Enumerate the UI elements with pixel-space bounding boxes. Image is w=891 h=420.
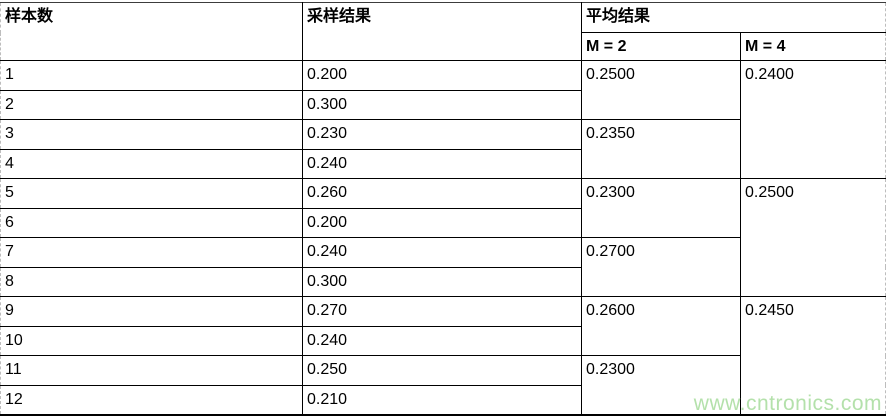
row-number-cell: 6 [0,207,303,238]
header-average-result: 平均结果 [580,2,887,33]
row-number-cell: 3 [0,119,303,150]
table-row: 6 0.200 [0,207,886,238]
m2-average-cell: 0.2350 [581,119,741,179]
sample-value-cell: 0.240 [302,148,582,179]
row-number-cell: 2 [0,89,303,120]
sample-value-cell: 0.300 [302,89,582,120]
sample-value-cell: 0.270 [302,296,582,327]
sample-value-cell: 0.240 [302,325,582,356]
m2-average-cell: 0.2500 [581,60,741,120]
table-row: 5 0.260 0.2300 0.2500 [0,178,887,297]
row-number-cell: 1 [0,60,303,91]
table-row: 12 0.210 [0,384,886,416]
header-m4: M = 4 [739,32,887,61]
sample-value-cell: 0.200 [302,60,582,91]
sample-value-cell: 0.210 [302,384,582,416]
header-m2: M = 2 [581,32,741,61]
sample-value-cell: 0.260 [302,178,582,209]
table-row: 3 0.230 0.2350 [0,119,886,179]
table-row: 1 0.200 0.2500 0.2400 [0,60,887,179]
row-number-cell: 5 [0,178,303,209]
m4-average-cell: 0.2400 [739,60,887,179]
row-number-cell: 9 [0,296,303,327]
m2-average-cell: 0.2600 [581,296,741,356]
m4-average-cell: 0.2450 [739,296,887,416]
row-number-cell: 12 [0,384,303,416]
row-number-cell: 10 [0,325,303,356]
table-row: 2 0.300 [0,89,886,120]
sample-value-cell: 0.300 [302,266,582,297]
row-number-cell: 7 [0,237,303,268]
table-row: 9 0.270 0.2600 0.2450 [0,296,887,416]
table-row: 7 0.240 0.2700 [0,237,886,297]
header-sample-count: 样本数 [0,2,303,61]
row-number-cell: 4 [0,148,303,179]
table-row: 4 0.240 [0,148,886,179]
header-row-main: 样本数 采样结果 平均结果 [0,2,887,61]
table-row: 11 0.250 0.2300 [0,355,886,416]
header-sampling-result: 采样结果 [302,2,582,61]
row-number-cell: 8 [0,266,303,297]
sample-value-cell: 0.230 [302,119,582,150]
m2-average-cell: 0.2300 [581,178,741,238]
m4-average-cell: 0.2500 [739,178,887,297]
header-row-sub: M = 2 M = 4 [1,32,887,61]
sample-value-cell: 0.200 [302,207,582,238]
m2-average-cell: 0.2700 [581,237,741,297]
m2-average-cell: 0.2300 [581,355,741,416]
sample-value-cell: 0.240 [302,237,582,268]
row-number-cell: 11 [0,355,303,386]
sample-value-cell: 0.250 [302,355,582,386]
table-row: 10 0.240 [0,325,886,356]
